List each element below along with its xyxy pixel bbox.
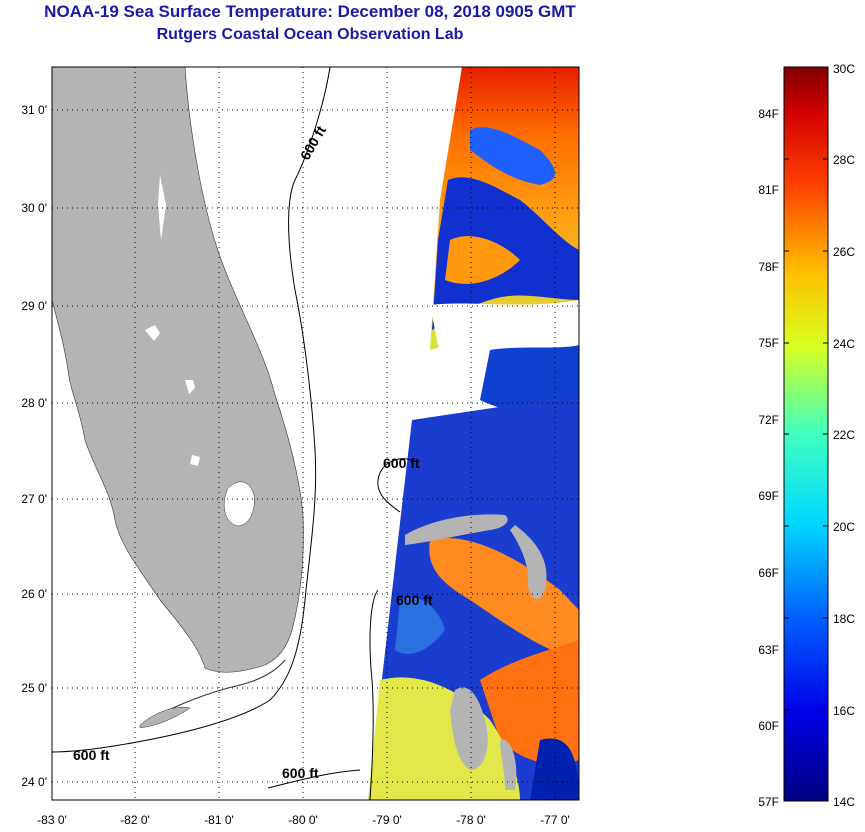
lon-label: -79 0' <box>372 813 402 827</box>
lat-label: 24 0' <box>21 775 47 789</box>
lon-label: -77 0' <box>540 813 570 827</box>
no-data-gap <box>430 300 579 357</box>
lon-label: -82 0' <box>120 813 150 827</box>
cb-fahrenheit-label: 72F <box>758 413 779 427</box>
florida-land <box>51 66 304 673</box>
lon-label: -78 0' <box>456 813 486 827</box>
lake-okeechobee <box>223 481 255 527</box>
cb-fahrenheit-label: 75F <box>758 336 779 350</box>
map-frame <box>51 66 580 801</box>
warm-patch-north <box>445 236 520 284</box>
cb-fahrenheit-bottom: 57F <box>758 795 779 809</box>
lat-label: 28 0' <box>21 396 47 410</box>
lat-label: 31 0' <box>21 103 47 117</box>
cb-fahrenheit-label: 63F <box>758 643 779 657</box>
sst-swath <box>368 67 579 800</box>
lat-label: 30 0' <box>21 201 47 215</box>
lat-label: 27 0' <box>21 492 47 506</box>
cb-celsius-label: 22C <box>833 428 855 442</box>
cb-fahrenheit-label: 81F <box>758 183 779 197</box>
cb-celsius-top: 30C <box>833 62 855 76</box>
lat-axis: 31 0' 30 0' 29 0' 28 0' 27 0' 26 0' 25 0… <box>21 103 47 789</box>
lat-label: 25 0' <box>21 681 47 695</box>
cb-celsius-label: 20C <box>833 520 855 534</box>
cb-celsius-label: 28C <box>833 153 855 167</box>
contour-label-bahamas: 600 ft <box>383 455 420 471</box>
contour-label-north: 600 ft <box>297 123 329 163</box>
cool-patches-south <box>395 597 445 654</box>
grid <box>52 67 579 800</box>
lon-axis: -83 0' -82 0' -81 0' -80 0' -79 0' -78 0… <box>37 813 570 827</box>
warm-band-south <box>429 538 579 660</box>
lat-label: 26 0' <box>21 587 47 601</box>
cb-celsius-bottom: 14C <box>833 795 855 809</box>
andros <box>450 687 488 770</box>
cb-celsius-label: 26C <box>833 245 855 259</box>
blue-patch <box>470 127 555 185</box>
cb-fahrenheit-label: 84F <box>758 107 779 121</box>
colorbar: 30C 28C 26C 24C 22C 20C 18C 16C 14C 84F … <box>758 62 855 809</box>
bank-island <box>500 739 517 790</box>
contour-600ft-bahamas <box>369 458 413 801</box>
yellow-southwest <box>368 677 520 800</box>
contour-600ft-east <box>51 66 331 753</box>
lon-label: -80 0' <box>288 813 318 827</box>
cb-fahrenheit-label: 78F <box>758 260 779 274</box>
cb-celsius-label: 18C <box>833 612 855 626</box>
contour-label-southwest: 600 ft <box>73 747 110 763</box>
lon-label: -83 0' <box>37 813 67 827</box>
cb-celsius-label: 24C <box>833 337 855 351</box>
contour-label-mid: 600 ft <box>396 592 433 608</box>
map-title: NOAA-19 Sea Surface Temperature: Decembe… <box>44 2 576 21</box>
lat-label: 29 0' <box>21 299 47 313</box>
abaco <box>510 525 547 600</box>
contour-600ft-south <box>267 769 361 789</box>
blue-southeast <box>530 738 579 800</box>
colorbar-gradient <box>783 66 829 802</box>
lon-label: -81 0' <box>204 813 234 827</box>
cb-fahrenheit-label: 66F <box>758 566 779 580</box>
bay-islands <box>139 707 191 729</box>
cb-fahrenheit-label: 69F <box>758 489 779 503</box>
cb-celsius-label: 16C <box>833 704 855 718</box>
cb-fahrenheit-label: 60F <box>758 719 779 733</box>
warm-band-south-2 <box>480 640 579 764</box>
contour-label-south: 600 ft <box>282 765 319 781</box>
grand-bahama <box>405 514 508 545</box>
map-subtitle: Rutgers Coastal Ocean Observation Lab <box>156 26 464 43</box>
